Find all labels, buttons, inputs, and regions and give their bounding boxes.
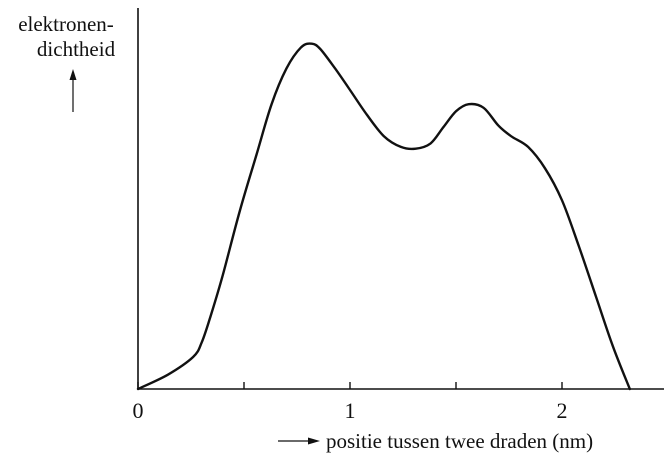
x-axis-tick-labels: 0 1 2 bbox=[133, 398, 568, 423]
x-tick-label: 2 bbox=[557, 398, 568, 423]
y-axis-label-line-1: elektronen- bbox=[18, 12, 114, 36]
x-axis-arrow bbox=[278, 437, 320, 445]
y-axis-arrow bbox=[69, 69, 77, 112]
x-axis-label: positie tussen twee draden (nm) bbox=[326, 429, 593, 453]
x-tick-label: 0 bbox=[133, 398, 144, 423]
y-axis-label-line-2: dichtheid bbox=[37, 37, 116, 61]
x-tick-label: 1 bbox=[345, 398, 356, 423]
density-curve bbox=[136, 42, 631, 391]
x-axis-ticks bbox=[137, 382, 563, 389]
